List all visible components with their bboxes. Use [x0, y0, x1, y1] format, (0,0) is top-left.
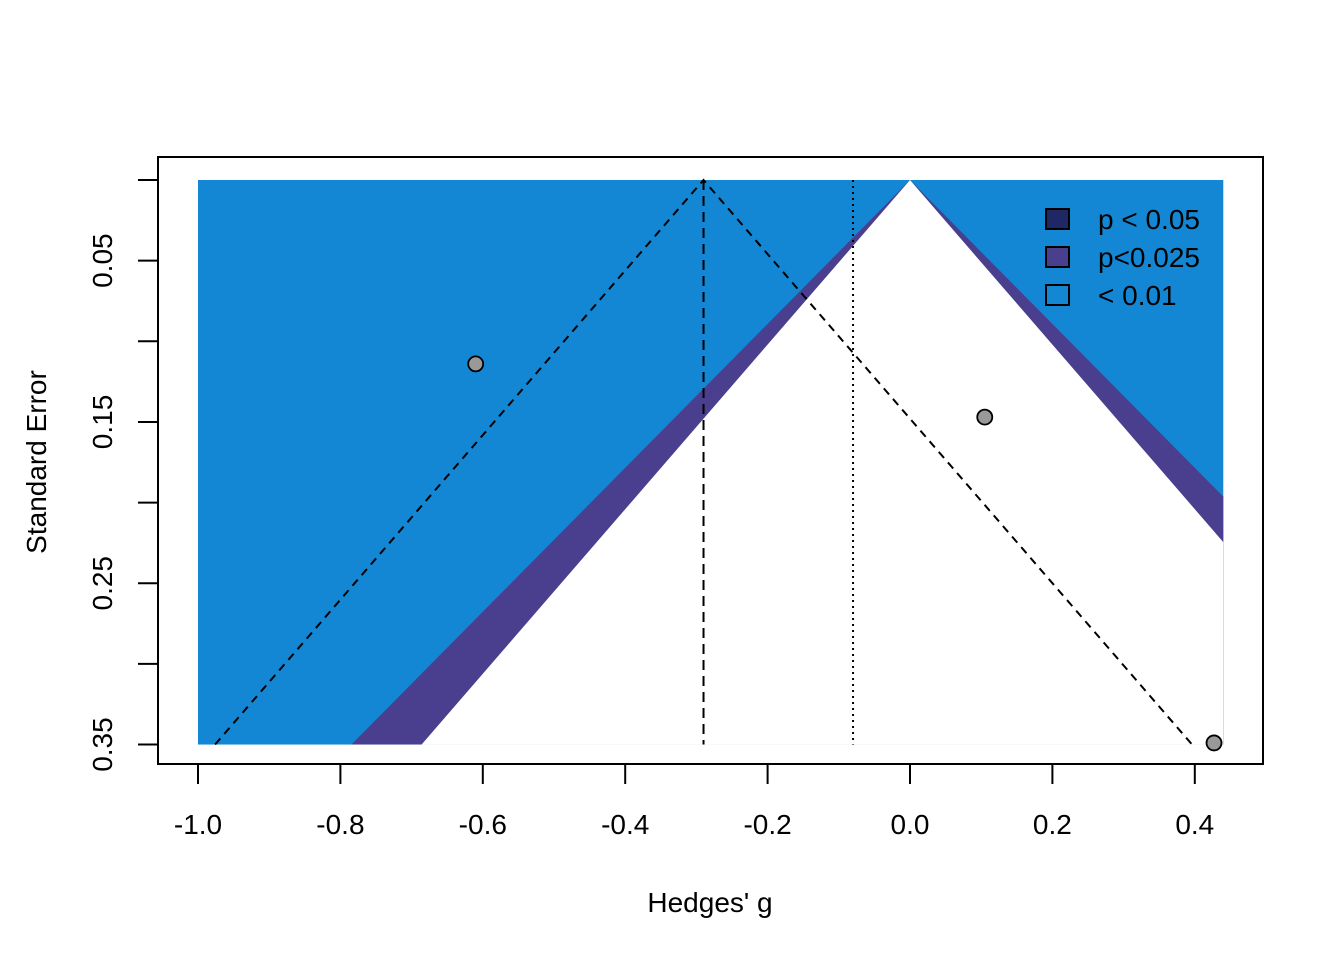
y-axis-title: Standard Error	[21, 370, 52, 554]
y-tick-label: 0.35	[87, 717, 118, 772]
x-axis: -1.0 -0.8 -0.6 -0.4 -0.2 0.0 0.2 0.4	[174, 763, 1214, 840]
y-tick-label: 0.05	[87, 233, 118, 288]
y-axis: 0.05 0.15 0.25 0.35	[87, 179, 159, 772]
x-tick-label: 0.2	[1033, 809, 1072, 840]
y-tick-label: 0.25	[87, 556, 118, 611]
data-point	[976, 408, 994, 426]
non-significant-region	[421, 180, 1224, 745]
x-tick-label: 0.4	[1175, 809, 1214, 840]
legend: p < 0.05 p<0.025 < 0.01	[1045, 204, 1200, 311]
legend-swatch	[1045, 208, 1070, 230]
x-tick-label: -0.4	[601, 809, 649, 840]
x-tick-label: -0.8	[316, 809, 364, 840]
legend-swatch	[1045, 284, 1070, 306]
x-tick-label: 0.0	[891, 809, 930, 840]
x-tick-label: -1.0	[174, 809, 222, 840]
x-tick-label: -0.6	[459, 809, 507, 840]
legend-label: < 0.01	[1098, 280, 1177, 311]
x-tick-label: -0.2	[743, 809, 791, 840]
legend-label: p<0.025	[1098, 242, 1200, 273]
data-point	[1205, 734, 1223, 752]
data-point	[467, 355, 485, 373]
x-axis-title: Hedges' g	[647, 887, 772, 918]
legend-label: p < 0.05	[1098, 204, 1200, 235]
y-tick-label: 0.15	[87, 395, 118, 450]
plot-area	[198, 178, 1224, 752]
legend-swatch	[1045, 246, 1070, 268]
